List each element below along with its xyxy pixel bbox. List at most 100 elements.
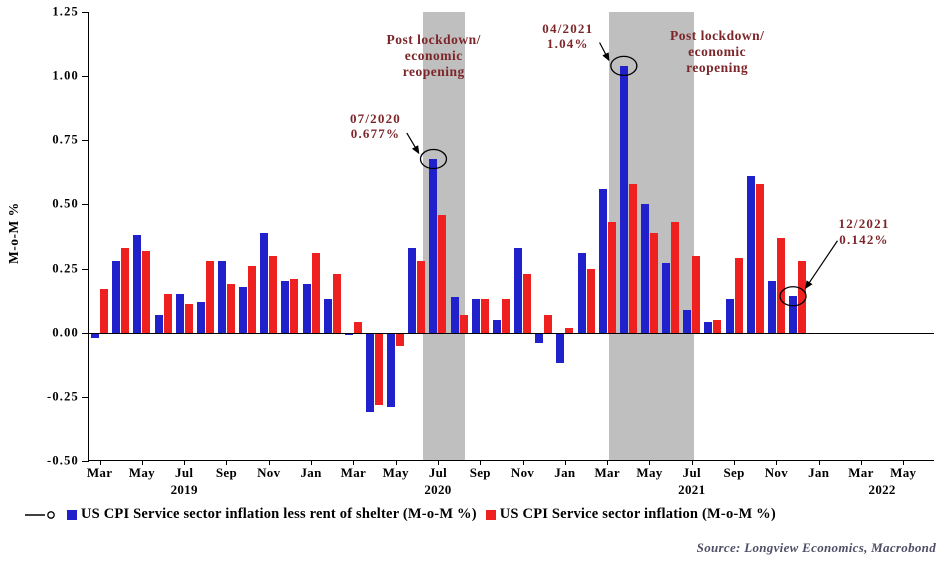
cpi-less-rent-of-shelter-bar xyxy=(323,299,332,333)
x-tick-mark xyxy=(437,460,439,465)
y-tick-mark xyxy=(82,396,89,398)
x-tick-label: May xyxy=(636,465,663,480)
y-tick-mark xyxy=(82,204,89,206)
annotation-callout: 12/2021 0.142% xyxy=(838,216,890,247)
x-tick-label: Nov xyxy=(764,465,789,480)
x-tick-mark xyxy=(141,460,143,465)
cpi-service-sector-bar xyxy=(438,214,447,333)
cpi-service-sector-bar xyxy=(311,253,320,333)
cpi-service-sector-bar xyxy=(100,289,109,333)
cpi-less-rent-of-shelter-bar xyxy=(260,232,269,333)
region-label: Post lockdown/ economic reopening xyxy=(669,28,765,75)
cpi-service-sector-bar xyxy=(269,255,278,333)
y-tick-label: -0.50 xyxy=(46,453,79,468)
cpi-service-sector-bar xyxy=(459,314,468,333)
cpi-service-sector-bar xyxy=(226,283,235,333)
legend: US CPI Service sector inflation less ren… xyxy=(24,506,776,523)
cpi-service-sector-bar xyxy=(396,332,405,346)
legend-swatch xyxy=(485,509,496,520)
zero-line-legend-marker xyxy=(24,509,58,521)
x-tick-label: Jul xyxy=(682,465,701,480)
y-tick-mark xyxy=(82,268,89,270)
cpi-less-rent-of-shelter-bar xyxy=(196,301,205,333)
annotation-overlay xyxy=(406,42,838,307)
legend-label-service: US CPI Service sector inflation (M-o-M %… xyxy=(499,506,776,522)
cpi-less-rent-of-shelter-bar xyxy=(302,283,311,333)
x-tick-label: Mar xyxy=(86,465,113,480)
cpi-less-rent-of-shelter-bar xyxy=(471,299,480,333)
x-tick-mark xyxy=(268,460,270,465)
plot-area: 1.25 1.00 0.75 0.50 0.25 0.00 -0.25 -0.50 Mar May… xyxy=(47,5,934,497)
y-tick-mark xyxy=(82,76,89,78)
x-tick-label: Jan xyxy=(300,465,322,480)
cpi-service-sector-bar xyxy=(353,322,362,333)
y-tick-label: 1.25 xyxy=(52,4,79,19)
x-tick-mark xyxy=(903,460,905,465)
x-tick-mark xyxy=(860,460,862,465)
x-year-label: 2022 xyxy=(868,482,896,497)
x-tick-label: May xyxy=(382,465,409,480)
cpi-service-sector-bar xyxy=(544,314,553,333)
cpi-less-rent-of-shelter-bar xyxy=(746,176,755,333)
cpi-service-sector-bar xyxy=(586,268,595,333)
cpi-less-rent-of-shelter-bar xyxy=(598,189,607,333)
x-tick-mark xyxy=(522,460,524,465)
x-tick-mark xyxy=(480,460,482,465)
x-year-label: 2020 xyxy=(424,482,452,497)
cpi-less-rent-of-shelter-bar xyxy=(662,263,671,333)
cpi-service-sector-bar xyxy=(649,232,658,333)
x-tick-label: Mar xyxy=(340,465,367,480)
callout-arrow xyxy=(406,132,420,155)
cpi-less-rent-of-shelter-bar xyxy=(366,332,375,413)
cpi-less-rent-of-shelter-bar xyxy=(492,319,501,333)
x-tick-label: Sep xyxy=(469,465,491,480)
cpi-service-sector-bar xyxy=(332,273,341,333)
cpi-service-sector-bar xyxy=(523,273,532,333)
x-tick-mark xyxy=(99,460,101,465)
x-year-label: 2019 xyxy=(170,482,198,497)
cpi-less-rent-of-shelter-bar xyxy=(91,332,100,338)
cpi-service-sector-bar xyxy=(121,248,130,333)
x-tick-mark xyxy=(564,460,566,465)
cpi-service-sector-bar xyxy=(480,299,489,333)
source-text: Source: Longview Economics, Macrobond xyxy=(696,540,936,555)
annotation-callout: 07/2020 0.677% xyxy=(349,111,401,142)
cpi-less-rent-of-shelter-bar xyxy=(344,332,353,336)
x-tick-mark xyxy=(311,460,313,465)
cpi-less-rent-of-shelter-bar xyxy=(408,248,417,333)
cpi-service-sector-bar xyxy=(142,250,151,333)
cpi-service-sector-bar xyxy=(607,222,616,333)
y-tick-mark xyxy=(82,332,89,334)
cpi-less-rent-of-shelter-bar xyxy=(217,260,226,333)
cpi-less-rent-of-shelter-bar xyxy=(175,294,184,333)
y-tick-mark xyxy=(82,140,89,142)
cpi-less-rent-of-shelter-bar xyxy=(789,296,798,333)
cpi-service-sector-bar xyxy=(776,237,785,333)
y-tick-label: 0.50 xyxy=(52,196,79,211)
y-tick-label: -0.25 xyxy=(46,389,79,404)
zero-line xyxy=(89,332,934,334)
x-tick-label: Jul xyxy=(428,465,448,480)
y-axis-title: M-o-M % xyxy=(6,202,21,264)
x-tick-label: Jan xyxy=(554,465,576,480)
cpi-less-rent-of-shelter-bar xyxy=(514,248,523,333)
cpi-less-rent-of-shelter-bar xyxy=(619,65,628,333)
cpi-service-sector-bar xyxy=(565,327,574,333)
cpi-service-sector-bar xyxy=(163,294,172,333)
x-tick-mark xyxy=(734,460,736,465)
cpi-less-rent-of-shelter-bar xyxy=(767,281,776,333)
cpi-less-rent-of-shelter-bar xyxy=(450,296,459,333)
cpi-service-sector-bar xyxy=(798,260,807,333)
x-tick-mark xyxy=(353,460,355,465)
y-tick-label: 0.75 xyxy=(52,132,79,147)
x-year-label: 2021 xyxy=(678,482,706,497)
cpi-service-sector-bar xyxy=(713,319,722,333)
y-tick-label: 0.00 xyxy=(52,325,79,340)
x-tick-mark xyxy=(607,460,609,465)
x-tick-mark xyxy=(691,460,693,465)
cpi-service-sector-bar xyxy=(755,183,764,333)
cpi-service-sector-bar xyxy=(692,255,701,333)
cpi-service-sector-bar xyxy=(205,260,214,333)
callout-arrow xyxy=(599,42,610,62)
region-label: Post lockdown/ economic reopening xyxy=(386,32,481,79)
